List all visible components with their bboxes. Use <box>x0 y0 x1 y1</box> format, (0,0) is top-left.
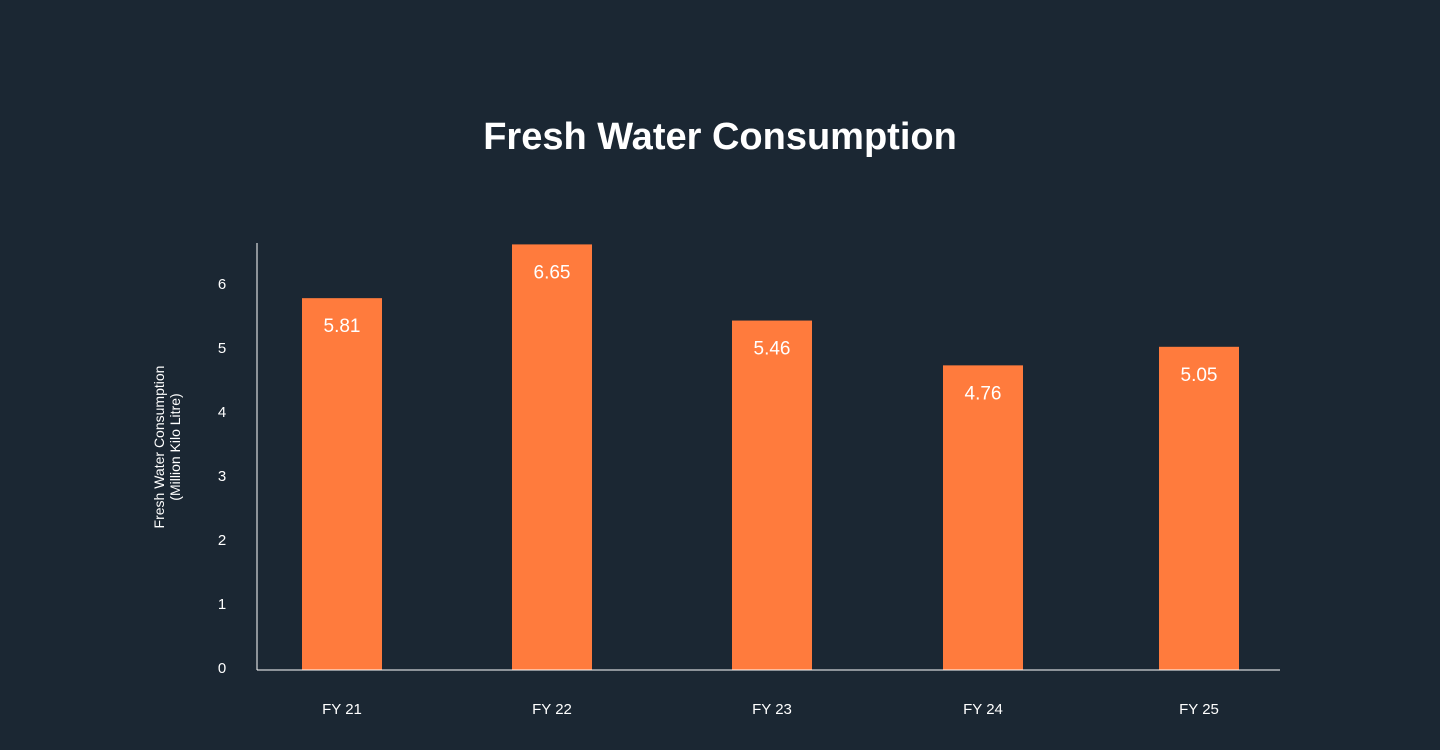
data-label: 5.46 <box>754 339 791 360</box>
labels-layer: 5.81 FY 21 6.65 FY 22 5.46 FY 23 4.76 FY 24 5.05… <box>218 262 1219 718</box>
bar-fy-25 <box>1159 346 1239 670</box>
x-tick-label: FY 23 <box>752 701 792 718</box>
y-tick-label: 2 <box>218 532 226 549</box>
data-label: 4.76 <box>965 383 1002 404</box>
bar-fy-21 <box>302 298 382 670</box>
x-tick-label: FY 21 <box>322 701 362 718</box>
x-tick-label: FY 25 <box>1179 701 1219 718</box>
bar-fy-23 <box>732 320 812 670</box>
chart-title: Fresh Water Consumption <box>483 116 957 158</box>
bar-fy-22 <box>512 244 592 670</box>
y-tick-label: 1 <box>218 596 226 613</box>
bars-layer <box>302 244 1239 670</box>
y-tick-label: 0 <box>218 660 226 677</box>
y-tick-label: 3 <box>218 468 226 485</box>
data-label: 5.05 <box>1181 365 1218 386</box>
y-tick-label: 6 <box>218 276 226 293</box>
y-tick-label: 4 <box>218 404 226 421</box>
x-tick-label: FY 22 <box>532 701 572 718</box>
bar-fy-24 <box>943 365 1023 670</box>
data-label: 6.65 <box>534 262 571 283</box>
x-tick-label: FY 24 <box>963 701 1003 718</box>
axes-layer <box>256 243 1280 671</box>
data-label: 5.81 <box>324 316 361 337</box>
y-tick-label: 5 <box>218 340 226 357</box>
